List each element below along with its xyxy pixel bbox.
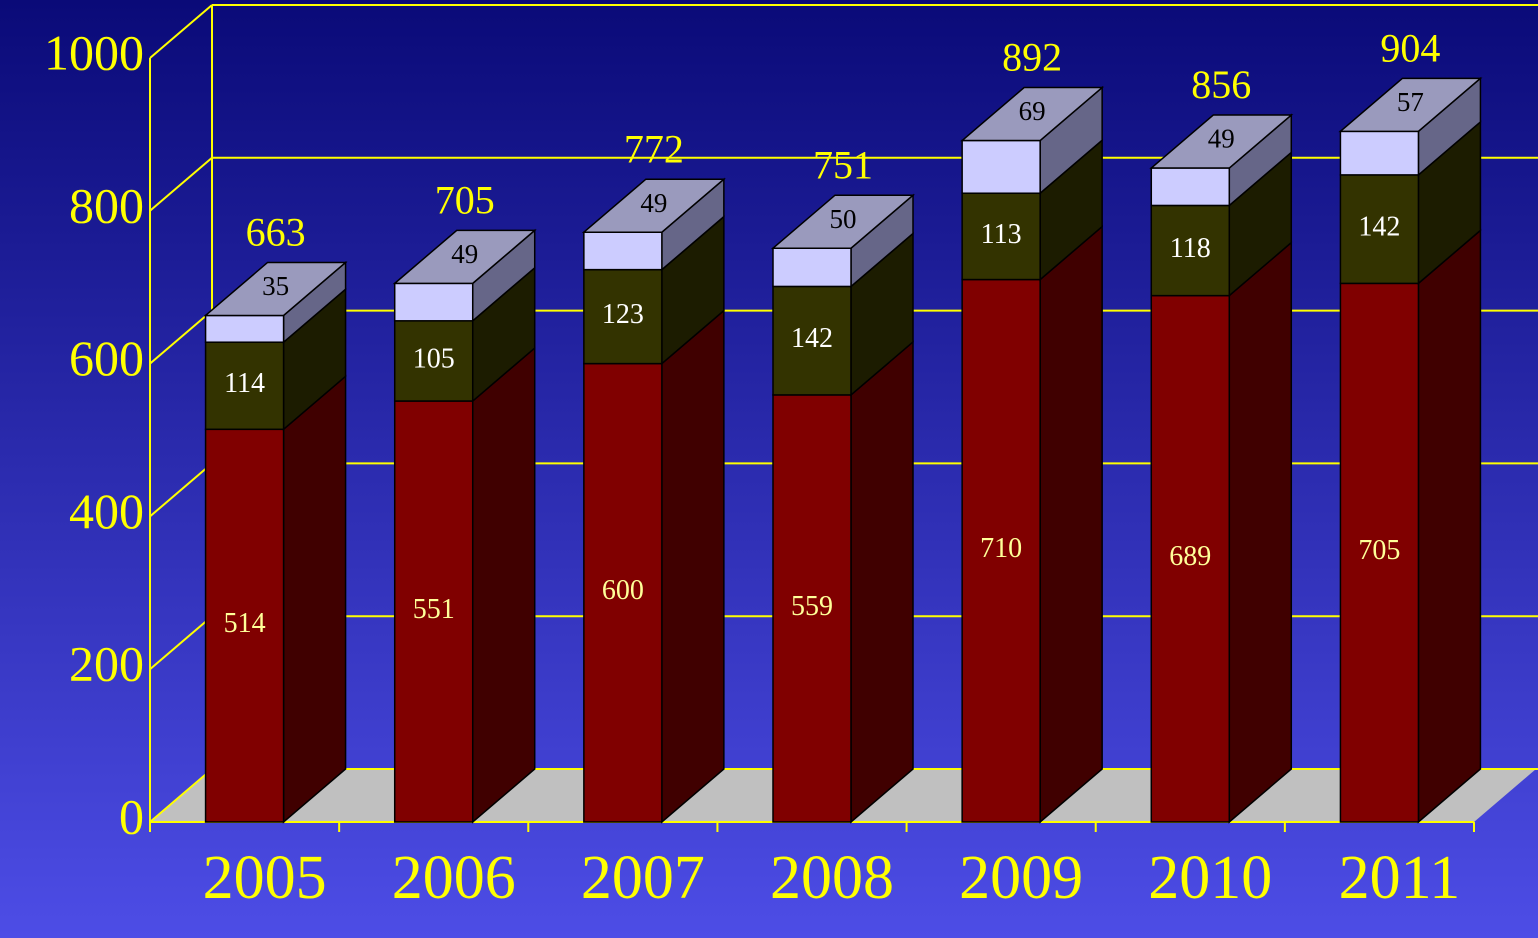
bar-top (960, 86, 1105, 142)
x-tick-label: 2005 (203, 844, 327, 912)
value-label: 514 (224, 608, 266, 639)
value-label: 49 (451, 239, 478, 269)
bar-top (770, 194, 916, 249)
value-label: 142 (791, 323, 833, 354)
bar-side (1228, 240, 1293, 824)
value-label: 69 (1019, 96, 1046, 126)
x-tick-label: 2007 (581, 844, 705, 912)
x-tick-label: 2008 (770, 844, 894, 912)
bar (961, 139, 1041, 194)
value-label: 710 (980, 533, 1022, 564)
bar-side (471, 346, 536, 824)
bar (1339, 130, 1420, 176)
bar (393, 400, 474, 823)
total-label: 705 (435, 178, 495, 223)
x-tick-label: 2010 (1148, 844, 1272, 912)
y-tick-label: 600 (69, 330, 144, 386)
total-label: 904 (1380, 26, 1440, 71)
value-label: 113 (981, 219, 1022, 250)
x-tick-label: 2011 (1339, 844, 1461, 912)
total-label: 751 (813, 142, 873, 187)
y-tick-label: 800 (69, 177, 144, 233)
bar (204, 314, 285, 343)
bar (393, 320, 474, 402)
grid-line (149, 309, 213, 365)
grid-line (149, 768, 213, 823)
bar (772, 394, 852, 823)
value-label: 57 (1397, 87, 1424, 117)
grid-line (149, 157, 213, 212)
value-label: 114 (224, 368, 265, 399)
bar-side (1039, 224, 1103, 824)
bar (1339, 282, 1420, 823)
value-label: 49 (1208, 124, 1235, 154)
bar (583, 268, 663, 365)
bar (772, 285, 852, 396)
bar (583, 362, 663, 823)
value-label: 49 (640, 188, 667, 218)
bar-side (850, 340, 914, 824)
bar-top (1338, 77, 1483, 133)
bar (961, 192, 1041, 281)
value-label: 142 (1358, 212, 1400, 243)
bar-side (661, 308, 725, 824)
bar (1150, 204, 1231, 297)
value-label: 551 (413, 594, 455, 625)
total-label: 772 (624, 126, 684, 171)
total-label: 892 (1002, 35, 1062, 80)
bar-top (1149, 114, 1294, 169)
total-label: 663 (246, 210, 306, 255)
y-tick-label: 1000 (44, 24, 144, 80)
bar (1150, 167, 1231, 207)
value-label: 559 (791, 591, 833, 622)
grid-line (149, 4, 213, 59)
bar (1339, 174, 1420, 285)
bar-side (1417, 228, 1482, 824)
value-label: 50 (830, 204, 857, 234)
bar (772, 247, 852, 288)
y-tick-label: 200 (69, 636, 144, 692)
value-label: 118 (1170, 233, 1211, 264)
y-tick-label: 0 (119, 788, 144, 844)
total-label: 856 (1191, 62, 1251, 107)
value-label: 123 (602, 299, 644, 330)
grid-line (149, 615, 213, 670)
value-label: 105 (413, 343, 455, 374)
bar-side (282, 374, 347, 824)
grid-line (149, 462, 213, 518)
bar-top (392, 229, 537, 285)
value-label: 600 (602, 575, 644, 606)
value-label: 35 (262, 271, 289, 301)
bar (1150, 294, 1231, 823)
bar-top (203, 261, 348, 317)
y-tick-label: 400 (69, 483, 144, 539)
bar (393, 282, 474, 322)
x-tick-label: 2009 (959, 844, 1083, 912)
x-tick-label: 2006 (392, 844, 516, 912)
bar (583, 231, 663, 271)
value-label: 705 (1358, 535, 1400, 566)
bar-top (581, 178, 726, 233)
bar (961, 278, 1041, 823)
value-label: 689 (1169, 541, 1211, 572)
bar (204, 428, 285, 823)
